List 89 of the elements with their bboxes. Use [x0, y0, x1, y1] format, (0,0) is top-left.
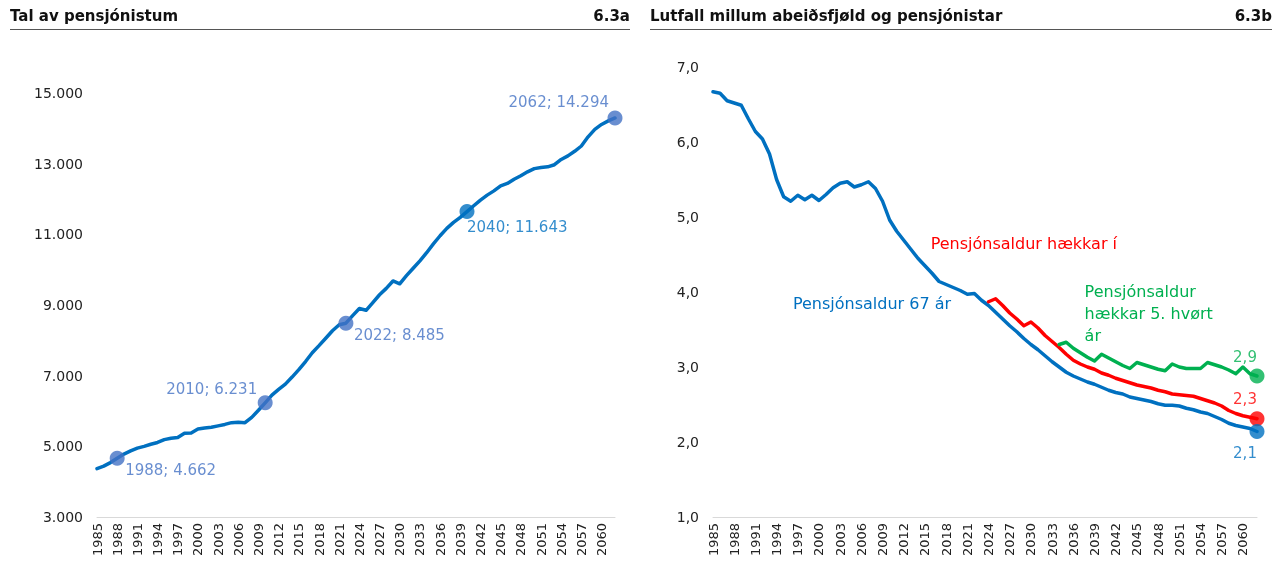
- x-tick-label: 2048: [513, 523, 529, 557]
- x-tick-label: 1994: [150, 523, 166, 557]
- data-label: 2022; 8.485: [353, 325, 445, 344]
- data-label: 2,3: [1233, 390, 1257, 409]
- chart-subtitle: 6.3a: [593, 7, 630, 25]
- y-tick-label: 9.000: [42, 297, 83, 313]
- chart-subtitle: 6.3b: [1234, 7, 1272, 25]
- data-label: 2,9: [1233, 347, 1257, 366]
- x-tick-label: 2042: [472, 523, 488, 557]
- data-label: 1988; 4.662: [125, 460, 217, 479]
- x-tick-label: 2033: [412, 523, 428, 557]
- y-tick-label: 11.000: [34, 226, 83, 243]
- x-tick-label: 2054: [1192, 523, 1208, 557]
- x-tick-label: 1994: [769, 523, 785, 557]
- x-tick-label: 2060: [594, 523, 610, 557]
- x-tick-label: 2009: [250, 523, 266, 557]
- chart-title: Lutfall millum abeiðsfjøld og pensjónistar: [650, 7, 1003, 25]
- x-tick-label: 2006: [853, 523, 869, 557]
- x-tick-label: 2015: [291, 523, 307, 557]
- x-tick-label: 1988: [109, 523, 125, 557]
- point: [257, 395, 273, 411]
- y-tick-label: 5.000: [42, 438, 83, 455]
- x-tick-label: 2033: [1044, 523, 1060, 557]
- x-tick-label: 2027: [372, 523, 388, 557]
- x-tick-label: 2024: [351, 523, 367, 557]
- x-tick-label: 2051: [533, 523, 549, 557]
- x-tick-label: 2018: [938, 523, 954, 557]
- point: [338, 315, 354, 331]
- x-tick-label: 2021: [959, 523, 975, 557]
- y-tick-label: 5,0: [676, 209, 699, 225]
- x-tick-label: 1991: [129, 523, 145, 557]
- chart-title: Tal av pensjónistum: [10, 7, 179, 25]
- y-tick-label: 13.000: [34, 155, 83, 172]
- x-tick-label: 2006: [230, 523, 246, 557]
- x-tick-label: 2045: [1129, 523, 1145, 557]
- y-tick-label: 7.000: [42, 367, 83, 384]
- y-tick-label: 1,0: [676, 509, 699, 525]
- x-tick-label: 1988: [726, 523, 742, 557]
- y-tick-label: 6,0: [676, 134, 699, 150]
- x-tick-label: 2054: [553, 523, 569, 557]
- x-tick-label: 2027: [1002, 523, 1018, 557]
- x-tick-label: 2003: [210, 523, 226, 557]
- data-label: 2010; 6.231: [166, 380, 258, 399]
- data-label: 2,1: [1233, 444, 1257, 462]
- x-tick-label: 2030: [1023, 523, 1039, 557]
- x-tick-label: 2012: [896, 523, 912, 557]
- y-tick-label: 3.000: [42, 509, 83, 525]
- data-label: 2040; 11.643: [467, 218, 568, 237]
- x-tick-label: 1985: [89, 523, 105, 557]
- point: [109, 450, 125, 466]
- x-tick-label: 1991: [747, 523, 763, 557]
- x-tick-label: 2051: [1171, 523, 1187, 557]
- y-tick-label: 4,0: [676, 284, 699, 300]
- point: [459, 204, 475, 220]
- x-tick-label: 2036: [432, 523, 448, 557]
- y-tick-label: 15.000: [34, 85, 83, 101]
- x-tick-label: 2012: [271, 523, 287, 557]
- x-tick-label: 2045: [493, 523, 509, 557]
- series-label: Pensjónsaldur hækkar 5. hvørt ár: [1084, 281, 1218, 345]
- y-tick-label: 2,0: [676, 434, 699, 450]
- x-tick-label: 1997: [170, 523, 186, 557]
- x-tick-label: 2024: [981, 523, 997, 557]
- text: Pensjónsaldur hækkar í: [930, 233, 1118, 253]
- x-tick-label: 1997: [790, 523, 806, 557]
- x-tick-label: 2039: [452, 523, 468, 557]
- x-tick-label: 2009: [875, 523, 891, 557]
- x-tick-label: 2030: [392, 523, 408, 557]
- x-tick-label: 1985: [705, 523, 721, 557]
- x-tick-label: 2057: [573, 523, 589, 557]
- x-tick-label: 2003: [832, 523, 848, 557]
- x-tick-label: 2018: [311, 523, 327, 557]
- x-tick-label: 2036: [1065, 523, 1081, 557]
- x-tick-label: 2021: [331, 523, 347, 557]
- point: [607, 110, 623, 126]
- point: [1249, 368, 1265, 384]
- x-tick-label: 2015: [917, 523, 933, 557]
- x-tick-label: 2042: [1108, 523, 1124, 557]
- x-tick-label: 2060: [1235, 523, 1251, 557]
- y-tick-label: 3,0: [676, 359, 699, 375]
- data-label: 2062; 14.294: [508, 93, 609, 112]
- y-tick-label: 7,0: [676, 59, 699, 75]
- point: [1249, 424, 1265, 439]
- point: [1249, 411, 1265, 427]
- x-tick-label: 2000: [190, 523, 206, 557]
- series-label: Pensjónsaldur 67 ár: [792, 293, 952, 313]
- x-tick-label: 2048: [1150, 523, 1166, 557]
- x-tick-label: 2039: [1087, 523, 1103, 557]
- x-tick-label: 2000: [811, 523, 827, 557]
- x-tick-label: 2057: [1214, 523, 1230, 557]
